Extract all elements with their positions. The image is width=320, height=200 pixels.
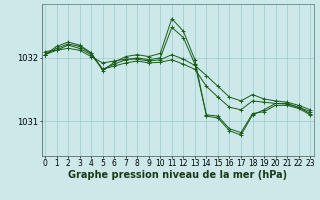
X-axis label: Graphe pression niveau de la mer (hPa): Graphe pression niveau de la mer (hPa) (68, 170, 287, 180)
